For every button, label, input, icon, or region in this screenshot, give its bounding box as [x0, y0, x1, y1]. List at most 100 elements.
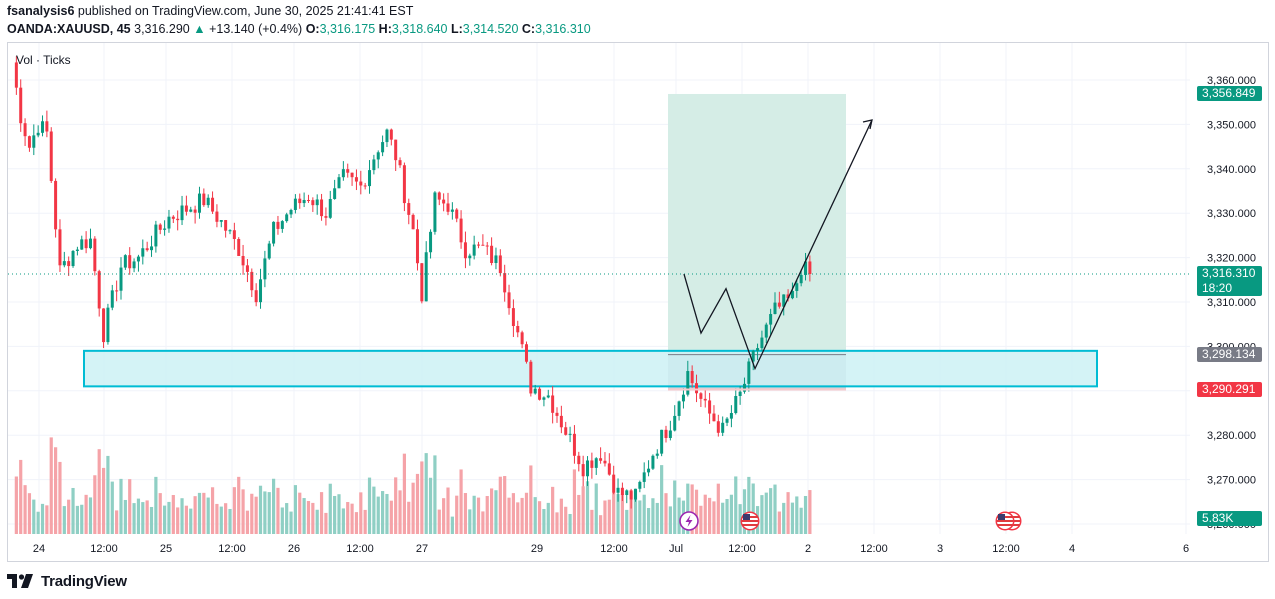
- candle[interactable]: [163, 220, 167, 236]
- candle[interactable]: [642, 462, 646, 489]
- candle[interactable]: [751, 349, 755, 371]
- candle[interactable]: [58, 219, 62, 272]
- candle[interactable]: [764, 322, 768, 343]
- candle[interactable]: [429, 229, 433, 259]
- candle[interactable]: [385, 128, 389, 148]
- candle[interactable]: [538, 386, 542, 401]
- candle[interactable]: [285, 212, 289, 223]
- long-position-target-zone[interactable]: [668, 93, 846, 355]
- candle[interactable]: [433, 191, 437, 235]
- candle[interactable]: [106, 303, 110, 345]
- candle[interactable]: [389, 128, 393, 146]
- candle[interactable]: [267, 240, 271, 260]
- candle[interactable]: [27, 135, 31, 152]
- candle[interactable]: [298, 193, 302, 209]
- candle[interactable]: [289, 208, 293, 219]
- candle[interactable]: [19, 79, 23, 132]
- candle[interactable]: [132, 258, 136, 273]
- candle[interactable]: [381, 135, 385, 157]
- candle[interactable]: [150, 235, 154, 257]
- candle[interactable]: [75, 246, 79, 256]
- candle[interactable]: [189, 206, 193, 213]
- candle[interactable]: [176, 210, 180, 231]
- candle[interactable]: [123, 254, 127, 270]
- candle[interactable]: [777, 291, 781, 309]
- candle[interactable]: [71, 250, 75, 268]
- candle[interactable]: [612, 465, 616, 495]
- support-zone-rectangle[interactable]: [83, 349, 1098, 388]
- candle[interactable]: [311, 197, 315, 212]
- candle[interactable]: [647, 460, 651, 477]
- candle[interactable]: [673, 405, 677, 432]
- candle[interactable]: [45, 110, 49, 138]
- candle[interactable]: [237, 237, 241, 257]
- candle[interactable]: [14, 56, 18, 95]
- candle[interactable]: [36, 125, 40, 138]
- candle[interactable]: [729, 405, 733, 428]
- candle[interactable]: [359, 170, 363, 195]
- candle[interactable]: [756, 343, 760, 361]
- candle[interactable]: [49, 127, 53, 183]
- candle[interactable]: [254, 283, 258, 307]
- candle[interactable]: [145, 241, 149, 252]
- candle[interactable]: [804, 252, 808, 281]
- candle[interactable]: [742, 377, 746, 394]
- dividend-event-icon[interactable]: [679, 511, 699, 531]
- candle[interactable]: [272, 221, 276, 247]
- candle[interactable]: [686, 360, 690, 397]
- candle[interactable]: [795, 279, 799, 298]
- candle[interactable]: [633, 488, 637, 502]
- candle[interactable]: [41, 115, 45, 137]
- candle[interactable]: [167, 209, 171, 233]
- candle[interactable]: [184, 195, 188, 216]
- candle[interactable]: [503, 264, 507, 302]
- candle[interactable]: [442, 193, 446, 212]
- us-flag-event-icon-3[interactable]: [995, 511, 1015, 531]
- candle[interactable]: [603, 452, 607, 467]
- candle[interactable]: [690, 365, 694, 388]
- candle[interactable]: [599, 447, 603, 464]
- candle[interactable]: [734, 388, 738, 415]
- candle[interactable]: [699, 392, 703, 408]
- candle[interactable]: [677, 400, 681, 421]
- candle[interactable]: [760, 330, 764, 351]
- candle[interactable]: [88, 228, 92, 250]
- tradingview-logo[interactable]: TradingView: [7, 571, 127, 591]
- symbol-label[interactable]: OANDA:XAUUSD, 45: [7, 22, 131, 36]
- candle[interactable]: [346, 163, 350, 178]
- candle[interactable]: [62, 251, 66, 268]
- candle[interactable]: [520, 330, 524, 349]
- candle[interactable]: [119, 257, 123, 300]
- candle[interactable]: [721, 416, 725, 437]
- candle[interactable]: [333, 179, 337, 200]
- candle[interactable]: [228, 229, 232, 235]
- candle[interactable]: [455, 208, 459, 223]
- candle[interactable]: [572, 425, 576, 464]
- candle[interactable]: [232, 222, 236, 250]
- candle[interactable]: [769, 308, 773, 336]
- candle[interactable]: [394, 139, 398, 172]
- candle[interactable]: [577, 451, 581, 472]
- candle[interactable]: [594, 457, 598, 475]
- candle[interactable]: [259, 268, 263, 309]
- candle[interactable]: [341, 161, 345, 181]
- candle[interactable]: [193, 205, 197, 224]
- candle[interactable]: [328, 190, 332, 219]
- candle[interactable]: [511, 299, 515, 338]
- candle[interactable]: [681, 388, 685, 409]
- candle[interactable]: [93, 236, 97, 276]
- candle[interactable]: [472, 235, 476, 260]
- candle[interactable]: [368, 160, 372, 194]
- candle[interactable]: [773, 292, 777, 315]
- candle[interactable]: [110, 284, 114, 311]
- candle[interactable]: [542, 396, 546, 407]
- candle[interactable]: [708, 392, 712, 424]
- candle[interactable]: [790, 282, 794, 300]
- candle[interactable]: [206, 194, 210, 208]
- candle[interactable]: [498, 249, 502, 277]
- candle[interactable]: [555, 407, 559, 423]
- candle[interactable]: [102, 308, 106, 349]
- candle[interactable]: [54, 178, 58, 238]
- us-flag-event-icon[interactable]: [740, 511, 760, 531]
- candle[interactable]: [546, 389, 550, 399]
